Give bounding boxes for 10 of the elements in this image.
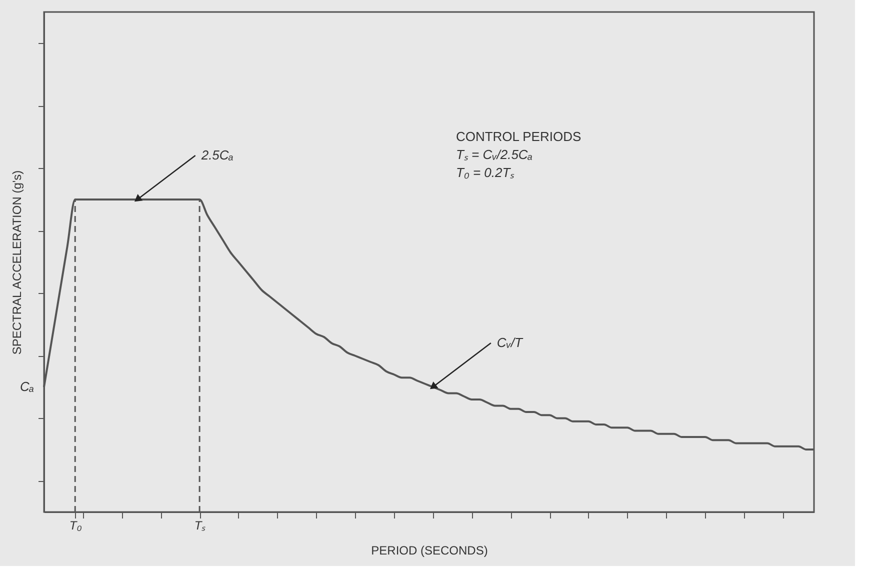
text: T₀ = 0.2Tₛ	[456, 165, 516, 180]
text: CONTROL PERIODS	[456, 129, 582, 144]
x-tick-label: Tₛ	[194, 518, 206, 532]
x-tick-label: T₀	[69, 518, 82, 532]
y-axis-title: SPECTRAL ACCELERATION (g's)	[10, 170, 24, 355]
text: 2.5Cₐ	[200, 148, 234, 162]
annotation: Cᵥ/T	[496, 335, 524, 350]
text: Cₐ	[20, 379, 34, 394]
x-axis-title: PERIOD (SECONDS)	[371, 544, 488, 558]
text: Tₛ = Cᵥ/2.5Cₐ	[456, 147, 533, 162]
